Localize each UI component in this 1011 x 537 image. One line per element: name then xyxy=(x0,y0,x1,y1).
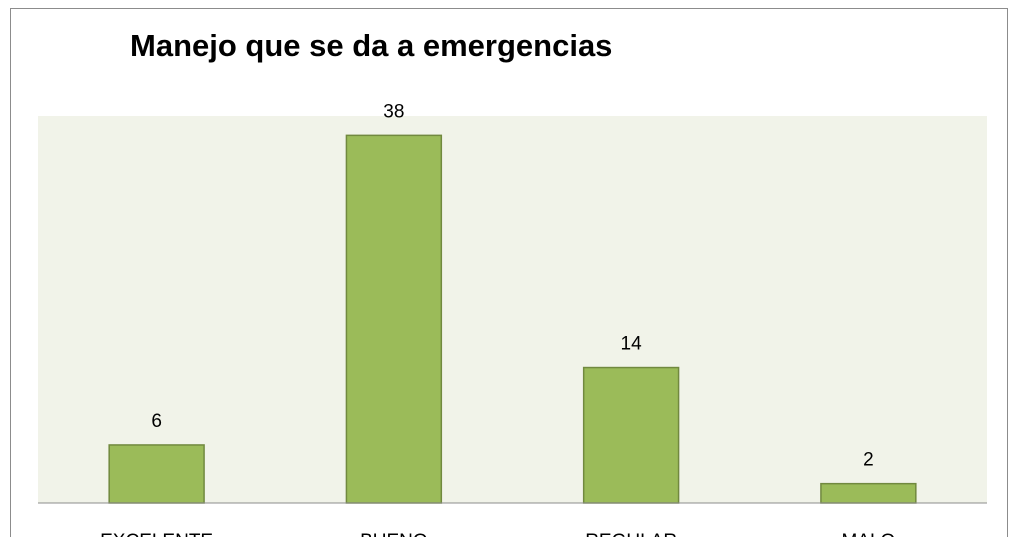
data-label: 14 xyxy=(621,334,643,355)
x-tick-label: EXCELENTE xyxy=(100,531,213,537)
data-label: 6 xyxy=(151,411,162,432)
x-tick-label: MALO xyxy=(841,531,895,537)
bar xyxy=(108,444,205,504)
data-label: 2 xyxy=(863,450,874,471)
x-tick-label: BUENO xyxy=(360,531,428,537)
bar xyxy=(345,134,443,504)
data-label: 38 xyxy=(383,101,404,122)
bar xyxy=(582,366,680,504)
chart-title: Manejo que se da a emergencias xyxy=(130,28,612,63)
bar xyxy=(820,482,917,504)
plot-area xyxy=(38,116,987,503)
x-tick-label: REGULAR xyxy=(585,531,677,537)
